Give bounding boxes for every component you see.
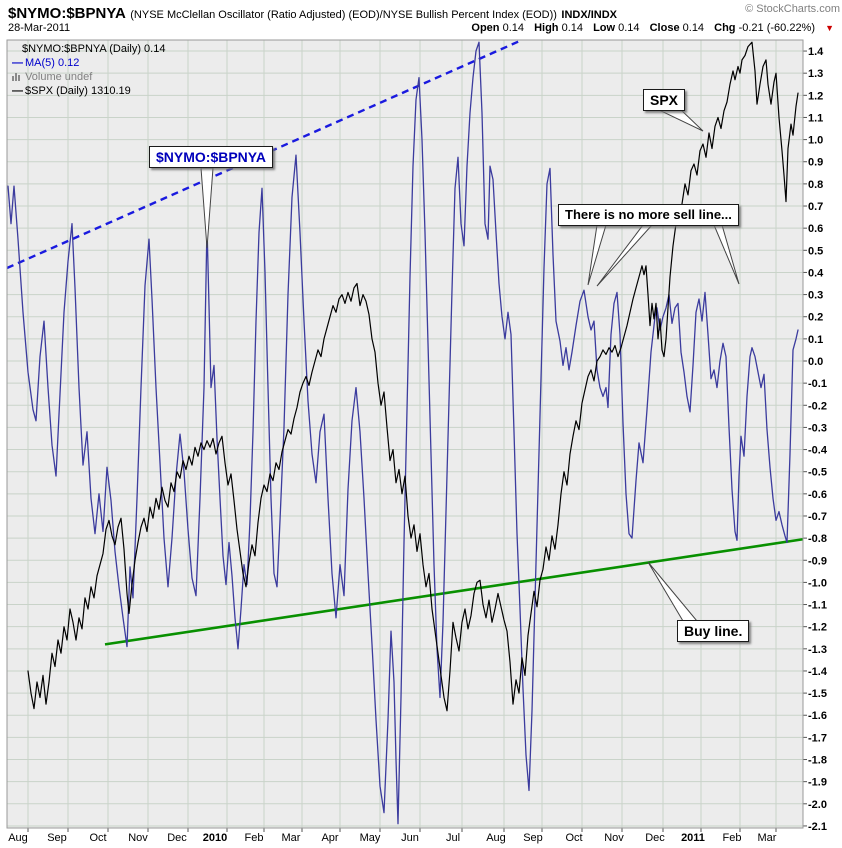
svg-text:Aug: Aug — [8, 832, 28, 844]
svg-text:Mar: Mar — [758, 832, 777, 844]
legend-ma5-label: MA(5) 0.12 — [25, 57, 80, 69]
annotation-nymo-callout: $NYMO:$BPNYA — [149, 146, 273, 168]
annotation-no-more-sell-line: There is no more sell line... — [558, 204, 739, 226]
svg-text:Nov: Nov — [128, 832, 148, 844]
svg-text:0.6: 0.6 — [808, 223, 823, 235]
svg-text:Aug: Aug — [486, 832, 506, 844]
chart-description: (NYSE McClellan Oscillator (Ratio Adjust… — [130, 9, 557, 21]
svg-text:0.7: 0.7 — [808, 201, 823, 213]
volume-bars-icon — [12, 73, 20, 81]
svg-text:-1.5: -1.5 — [808, 688, 827, 700]
chart-exchange: INDX/INDX — [561, 9, 618, 21]
chart-legend: $NYMO:$BPNYA (Daily) 0.14 — MA(5) 0.12 Vo… — [12, 42, 165, 98]
svg-text:Oct: Oct — [89, 832, 106, 844]
svg-text:1.4: 1.4 — [808, 46, 824, 58]
svg-text:-0.4: -0.4 — [808, 445, 828, 457]
change-down-triangle-icon: ▼ — [825, 23, 834, 33]
legend-ma5: — MA(5) 0.12 — [12, 56, 165, 70]
svg-text:-0.2: -0.2 — [808, 400, 827, 412]
legend-spx-label: $SPX (Daily) 1310.19 — [25, 85, 131, 97]
svg-text:2010: 2010 — [203, 832, 227, 844]
chart-date: 28-Mar-2011 — [8, 22, 71, 34]
svg-text:Sep: Sep — [47, 832, 67, 844]
high-label: High — [534, 22, 559, 34]
svg-text:-1.3: -1.3 — [808, 644, 827, 656]
svg-text:Feb: Feb — [723, 832, 742, 844]
svg-text:-1.4: -1.4 — [808, 666, 828, 678]
chart-header: $NYMO:$BPNYA (NYSE McClellan Oscillator … — [8, 5, 836, 23]
low-value: 0.14 — [618, 22, 640, 34]
svg-text:0.8: 0.8 — [808, 179, 823, 191]
svg-text:Feb: Feb — [245, 832, 264, 844]
svg-text:0.1: 0.1 — [808, 334, 823, 346]
svg-text:Apr: Apr — [321, 832, 338, 844]
svg-text:Dec: Dec — [167, 832, 187, 844]
open-value: 0.14 — [502, 22, 524, 34]
svg-text:0.0: 0.0 — [808, 356, 823, 368]
svg-text:-0.7: -0.7 — [808, 511, 827, 523]
svg-text:-0.5: -0.5 — [808, 467, 827, 479]
svg-text:-0.1: -0.1 — [808, 378, 827, 390]
legend-main-series: $NYMO:$BPNYA (Daily) 0.14 — [22, 43, 166, 55]
svg-text:-1.2: -1.2 — [808, 622, 827, 634]
spx-line-swatch-icon: — — [12, 85, 23, 97]
ohlc-quote: Open 0.14 High 0.14 Low 0.14 Close 0.14 … — [471, 22, 834, 34]
svg-text:2011: 2011 — [681, 832, 705, 844]
svg-text:1.3: 1.3 — [808, 68, 823, 80]
close-value: 0.14 — [682, 22, 705, 34]
svg-text:-1.8: -1.8 — [808, 755, 827, 767]
svg-text:-0.9: -0.9 — [808, 555, 827, 567]
chg-value: -0.21 (-60.22%) — [738, 22, 816, 34]
close-label: Close — [649, 22, 680, 34]
svg-text:Nov: Nov — [604, 832, 624, 844]
annotation-spx-callout: SPX — [643, 89, 686, 111]
svg-text:-1.7: -1.7 — [808, 732, 827, 744]
svg-text:Oct: Oct — [565, 832, 582, 844]
svg-text:-0.3: -0.3 — [808, 422, 827, 434]
svg-text:0.9: 0.9 — [808, 157, 823, 169]
chart-subheader: 28-Mar-2011 Open 0.14 High 0.14 Low 0.14… — [8, 22, 836, 34]
svg-text:Jun: Jun — [401, 832, 419, 844]
svg-text:1.0: 1.0 — [808, 135, 823, 147]
svg-text:Mar: Mar — [282, 832, 301, 844]
svg-text:-1.6: -1.6 — [808, 710, 827, 722]
svg-text:-1.9: -1.9 — [808, 777, 827, 789]
svg-text:0.2: 0.2 — [808, 312, 823, 324]
svg-text:Sep: Sep — [523, 832, 543, 844]
chg-label: Chg — [714, 22, 736, 34]
svg-text:-1.1: -1.1 — [808, 600, 827, 612]
legend-volume-label: Volume undef — [25, 71, 93, 83]
chart-symbol: $NYMO:$BPNYA — [8, 5, 126, 22]
ma5-line-swatch-icon: — — [12, 57, 23, 69]
svg-text:-2.0: -2.0 — [808, 799, 827, 811]
svg-text:1.2: 1.2 — [808, 90, 823, 102]
svg-text:-1.0: -1.0 — [808, 577, 827, 589]
svg-text:0.5: 0.5 — [808, 245, 823, 257]
svg-text:Jul: Jul — [446, 832, 460, 844]
svg-text:-2.1: -2.1 — [808, 821, 827, 833]
svg-text:-0.8: -0.8 — [808, 533, 827, 545]
svg-text:1.1: 1.1 — [808, 112, 823, 124]
svg-text:0.3: 0.3 — [808, 290, 823, 302]
svg-text:Dec: Dec — [645, 832, 665, 844]
legend-spx: — $SPX (Daily) 1310.19 — [12, 84, 165, 98]
open-label: Open — [471, 22, 500, 34]
copyright-text: © StockCharts.com — [745, 3, 840, 15]
annotation-buy-line: Buy line. — [677, 620, 750, 642]
svg-text:0.4: 0.4 — [808, 267, 824, 279]
svg-text:-0.6: -0.6 — [808, 489, 827, 501]
legend-volume: Volume undef — [12, 70, 165, 84]
svg-text:May: May — [360, 832, 381, 844]
low-label: Low — [593, 22, 616, 34]
high-value: 0.14 — [561, 22, 583, 34]
